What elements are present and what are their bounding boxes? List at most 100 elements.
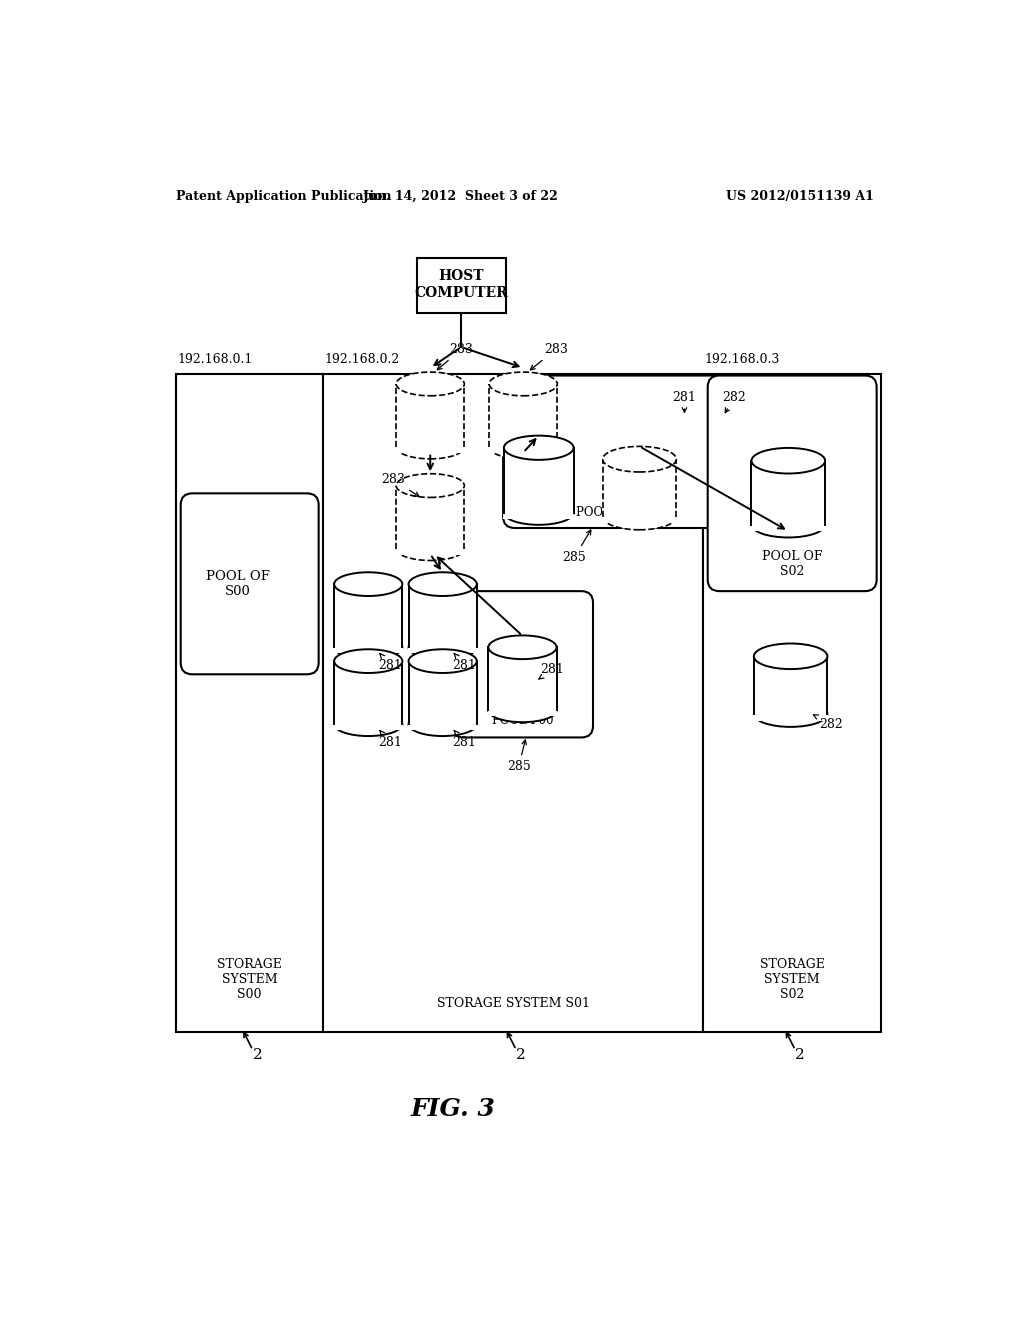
Text: 2: 2	[253, 1048, 262, 1063]
Ellipse shape	[409, 649, 477, 673]
Ellipse shape	[334, 573, 402, 597]
Bar	[487, 705, 557, 717]
Text: OF S02: OF S02	[766, 480, 811, 492]
Bar	[408, 660, 477, 725]
Text: T00: T00	[418, 409, 442, 422]
Text: STORAGE SYSTEM S01: STORAGE SYSTEM S01	[436, 997, 590, 1010]
Text: STORAGE
SYSTEM
S00: STORAGE SYSTEM S00	[217, 958, 283, 1002]
Text: 285: 285	[562, 531, 591, 564]
Text: LU E01: LU E01	[617, 480, 662, 492]
Bar	[602, 458, 677, 517]
Ellipse shape	[489, 436, 557, 459]
Ellipse shape	[334, 649, 402, 673]
Bar	[488, 647, 557, 717]
Bar	[751, 459, 826, 524]
FancyBboxPatch shape	[180, 494, 318, 675]
Text: REAL LU: REAL LU	[341, 594, 395, 607]
Ellipse shape	[504, 500, 573, 525]
Ellipse shape	[504, 436, 573, 459]
Bar	[753, 708, 828, 721]
Text: POOL P01: POOL P01	[577, 506, 638, 519]
Ellipse shape	[488, 698, 557, 722]
Text: 283: 283	[381, 473, 419, 496]
Ellipse shape	[409, 713, 477, 737]
Ellipse shape	[603, 504, 676, 529]
Bar	[489, 384, 557, 453]
Text: EXTERNAL: EXTERNAL	[756, 663, 825, 676]
FancyBboxPatch shape	[708, 376, 877, 591]
Text: Jun. 14, 2012  Sheet 3 of 22: Jun. 14, 2012 Sheet 3 of 22	[364, 190, 559, 203]
Bar	[334, 583, 403, 647]
Text: STORAGE
SYSTEM
S02: STORAGE SYSTEM S02	[760, 958, 824, 1002]
Text: HOST: HOST	[438, 269, 484, 284]
Text: 282: 282	[813, 714, 843, 731]
Bar	[334, 642, 403, 653]
Text: I01: I01	[432, 610, 454, 622]
Bar	[487, 647, 557, 710]
Text: TP LU: TP LU	[505, 395, 542, 408]
Text: REAL LU: REAL LU	[761, 467, 815, 480]
Ellipse shape	[334, 635, 402, 659]
Text: 283: 283	[530, 343, 567, 370]
Bar	[753, 656, 828, 714]
Ellipse shape	[396, 474, 464, 498]
Ellipse shape	[752, 447, 825, 474]
Text: 281: 281	[453, 653, 476, 672]
Text: 2: 2	[516, 1048, 525, 1063]
Ellipse shape	[409, 635, 477, 659]
Text: Patent Application Publication: Patent Application Publication	[176, 190, 391, 203]
Ellipse shape	[752, 512, 825, 537]
Text: 192.168.0.1: 192.168.0.1	[177, 354, 253, 367]
Text: 281: 281	[673, 391, 696, 412]
Text: 281: 281	[453, 730, 476, 748]
Bar	[488, 383, 558, 447]
Text: REAL LU: REAL LU	[416, 594, 470, 607]
Bar	[334, 661, 402, 730]
Text: 281: 281	[378, 730, 401, 748]
Bar	[396, 384, 464, 453]
Bar	[408, 583, 477, 647]
Bar	[334, 585, 402, 653]
Ellipse shape	[396, 372, 464, 396]
Bar	[703, 374, 882, 1032]
Ellipse shape	[754, 701, 827, 727]
Ellipse shape	[754, 644, 827, 669]
Text: 192.168.0.3: 192.168.0.3	[705, 354, 780, 367]
Bar	[395, 441, 465, 453]
Text: TP LU: TP LU	[412, 496, 449, 510]
Text: 283: 283	[437, 343, 473, 370]
Text: I05: I05	[528, 474, 549, 487]
FancyBboxPatch shape	[452, 591, 593, 738]
Text: LU E00: LU E00	[768, 677, 813, 690]
Text: COMPUTER: COMPUTER	[415, 286, 508, 300]
Text: TP LU: TP LU	[412, 395, 449, 408]
Text: POOL OF
S02: POOL OF S02	[762, 550, 822, 578]
Bar	[408, 718, 477, 730]
Text: EXTERNAL: EXTERNAL	[607, 467, 672, 478]
Bar	[408, 642, 477, 653]
Text: US 2012/0151139 A1: US 2012/0151139 A1	[726, 190, 873, 203]
Ellipse shape	[603, 446, 676, 473]
Text: T02: T02	[418, 511, 442, 524]
Text: I03: I03	[357, 686, 379, 700]
Bar	[409, 585, 477, 653]
Bar	[504, 447, 573, 519]
Text: 2: 2	[795, 1048, 805, 1063]
Ellipse shape	[489, 372, 557, 396]
Bar	[603, 459, 676, 524]
Bar	[334, 718, 403, 730]
Text: I02: I02	[512, 672, 532, 685]
Text: REAL LU: REAL LU	[496, 657, 550, 671]
Bar	[752, 461, 825, 531]
Bar	[503, 507, 574, 519]
FancyBboxPatch shape	[503, 376, 726, 528]
Bar	[751, 519, 826, 531]
Text: 285: 285	[507, 741, 530, 774]
Ellipse shape	[409, 573, 477, 597]
Text: REAL LU: REAL LU	[341, 671, 395, 684]
Text: I00: I00	[357, 610, 379, 622]
Text: 281: 281	[539, 663, 564, 678]
Text: 281: 281	[378, 653, 401, 672]
Text: FIG. 3: FIG. 3	[411, 1097, 496, 1122]
Ellipse shape	[488, 635, 557, 659]
